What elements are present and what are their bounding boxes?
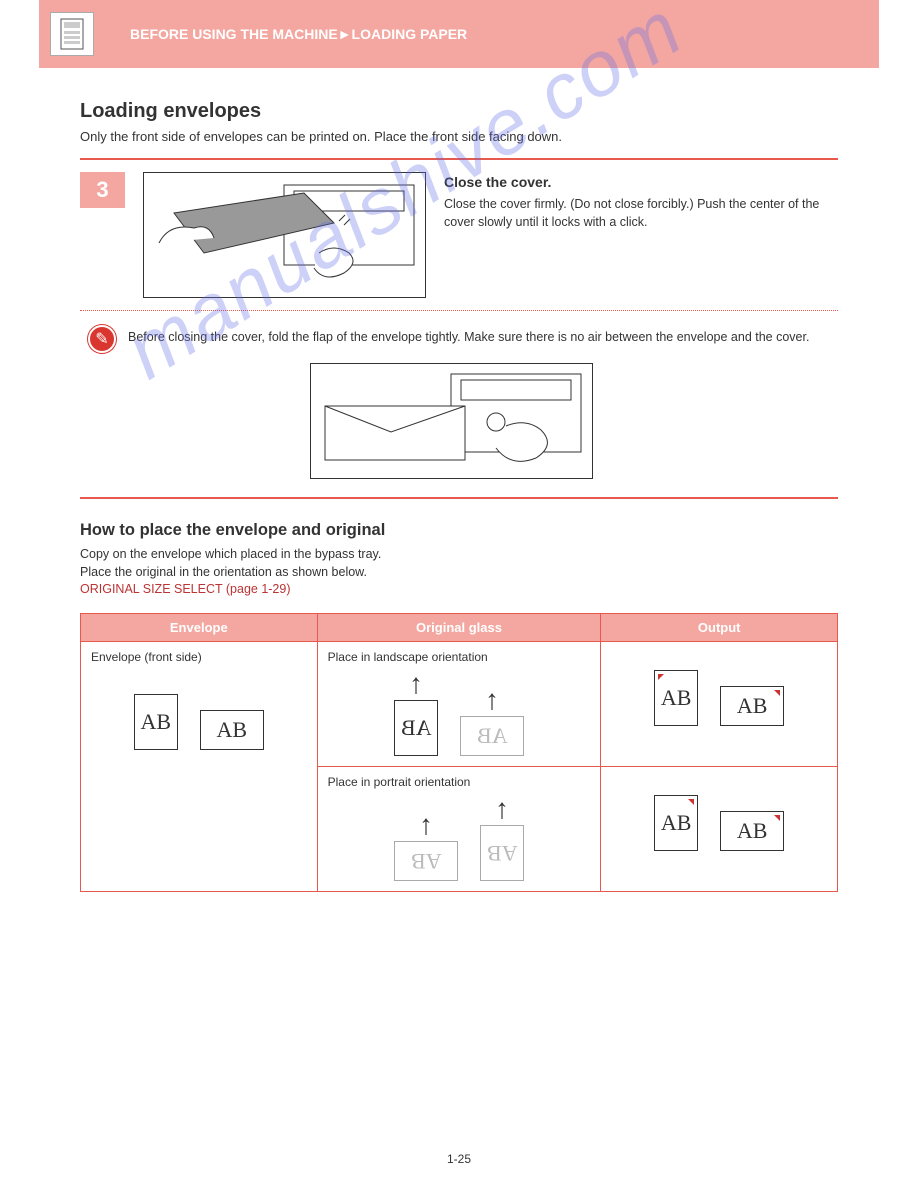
section-heading-envelopes: Loading envelopes xyxy=(80,100,838,123)
step-title: Close the cover. xyxy=(444,174,838,190)
note-illustration xyxy=(310,363,593,479)
breadcrumb: BEFORE USING THE MACHINE►LOADING PAPER xyxy=(130,26,467,42)
direction-arrow-icon: ↑ xyxy=(409,670,423,698)
col-header-envelope: Envelope xyxy=(81,613,318,641)
col-header-output: Output xyxy=(601,613,838,641)
col-header-glass: Original glass xyxy=(317,613,601,641)
glass-landscape-icon: AB xyxy=(460,716,524,756)
glass-portrait-icon: AB xyxy=(394,700,438,756)
direction-arrow-icon: ↑ xyxy=(419,811,433,839)
section-sub: Only the front side of envelopes can be … xyxy=(80,129,838,144)
dotted-divider xyxy=(80,310,838,311)
divider xyxy=(80,158,838,160)
note-text: Before closing the cover, fold the flap … xyxy=(128,325,809,347)
step-illustration xyxy=(143,172,426,298)
printer-icon xyxy=(50,12,94,56)
step-text: Close the cover. Close the cover firmly.… xyxy=(444,172,838,231)
edit-icon: ✎ xyxy=(88,325,116,353)
placement-table: Envelope Original glass Output Envelope … xyxy=(80,613,838,892)
cell-glass-row2: Place in portrait orientation ↑ AB ↑ AB xyxy=(317,766,601,891)
cell-output-row2: AB AB xyxy=(601,766,838,891)
divider xyxy=(80,497,838,499)
step-body: Close the cover firmly. (Do not close fo… xyxy=(444,196,838,231)
placing-body: Copy on the envelope which placed in the… xyxy=(80,546,838,599)
cell-output-row1: AB AB xyxy=(601,641,838,766)
cell-env-label: Envelope (front side) xyxy=(91,650,307,664)
cell-orient-label-2: Place in portrait orientation xyxy=(328,775,591,789)
placing-body-text: Copy on the envelope which placed in the… xyxy=(80,547,381,579)
cell-envelope: Envelope (front side) AB AB xyxy=(81,641,318,891)
note-row: ✎ Before closing the cover, fold the fla… xyxy=(80,325,838,353)
glass-portrait-icon: AB xyxy=(480,825,524,881)
step-row: 3 Close the cover. Close the cover firml… xyxy=(80,172,838,298)
output-landscape-icon: AB xyxy=(720,811,784,851)
placing-title: How to place the envelope and original xyxy=(80,521,838,540)
glass-landscape-icon: AB xyxy=(394,841,458,881)
output-portrait-icon: AB xyxy=(654,670,698,726)
cell-glass-row1: Place in landscape orientation ↑ AB ↑ AB xyxy=(317,641,601,766)
cell-orient-label-1: Place in landscape orientation xyxy=(328,650,591,664)
output-landscape-icon: AB xyxy=(720,686,784,726)
page-number: 1-25 xyxy=(0,1152,918,1166)
direction-arrow-icon: ↑ xyxy=(495,795,509,823)
envelope-landscape-icon: AB xyxy=(200,710,264,750)
step-number: 3 xyxy=(80,172,125,208)
original-size-link[interactable]: ORIGINAL SIZE SELECT (page 1-29) xyxy=(80,582,291,596)
output-portrait-icon: AB xyxy=(654,795,698,851)
direction-arrow-icon: ↑ xyxy=(485,686,499,714)
envelope-portrait-icon: AB xyxy=(134,694,178,750)
